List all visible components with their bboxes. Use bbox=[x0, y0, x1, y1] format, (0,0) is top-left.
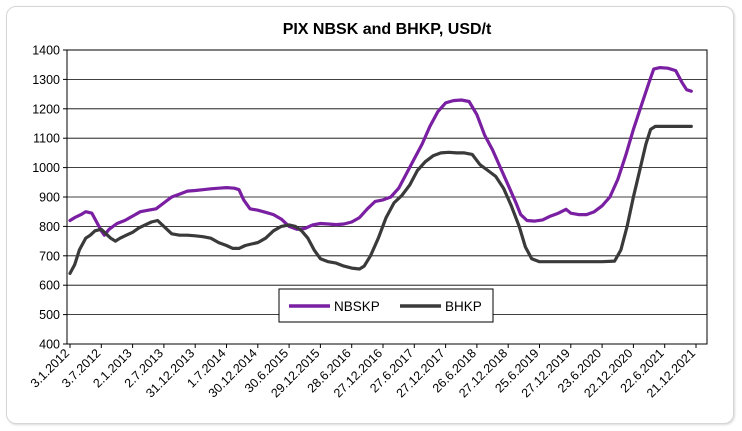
y-tick-label: 600 bbox=[39, 279, 60, 293]
series-lines bbox=[68, 65, 693, 275]
y-tick-label: 1400 bbox=[32, 44, 60, 58]
y-tick-label: 900 bbox=[39, 191, 60, 205]
y-tick-label: 1200 bbox=[32, 102, 60, 116]
y-tick-label: 700 bbox=[39, 249, 60, 263]
chart-title: PIX NBSK and BHKP, USD/t bbox=[283, 21, 492, 38]
gridlines bbox=[67, 79, 707, 316]
series-line-nbskp bbox=[68, 65, 693, 237]
y-tick-label: 800 bbox=[39, 220, 60, 234]
y-tick-label: 1000 bbox=[32, 161, 60, 175]
x-axis: 3.1.20123.7.20122.1.20132.7.201331.12.20… bbox=[28, 344, 698, 400]
legend-label-nbskp: NBSKP bbox=[334, 299, 380, 314]
chart-frame bbox=[6, 6, 734, 424]
y-tick-label: 1300 bbox=[32, 73, 60, 87]
y-axis: 400 500 600 700 800 900 1000 1100 1200 1300 1400 bbox=[32, 44, 67, 352]
y-tick-label: 500 bbox=[39, 308, 60, 322]
legend-label-bhkp: BHKP bbox=[445, 299, 482, 314]
y-tick-label: 1100 bbox=[33, 132, 60, 146]
legend: NBSKP BHKP bbox=[278, 288, 494, 323]
y-tick-label: 400 bbox=[39, 338, 60, 352]
series-line-bhkp bbox=[68, 124, 693, 275]
